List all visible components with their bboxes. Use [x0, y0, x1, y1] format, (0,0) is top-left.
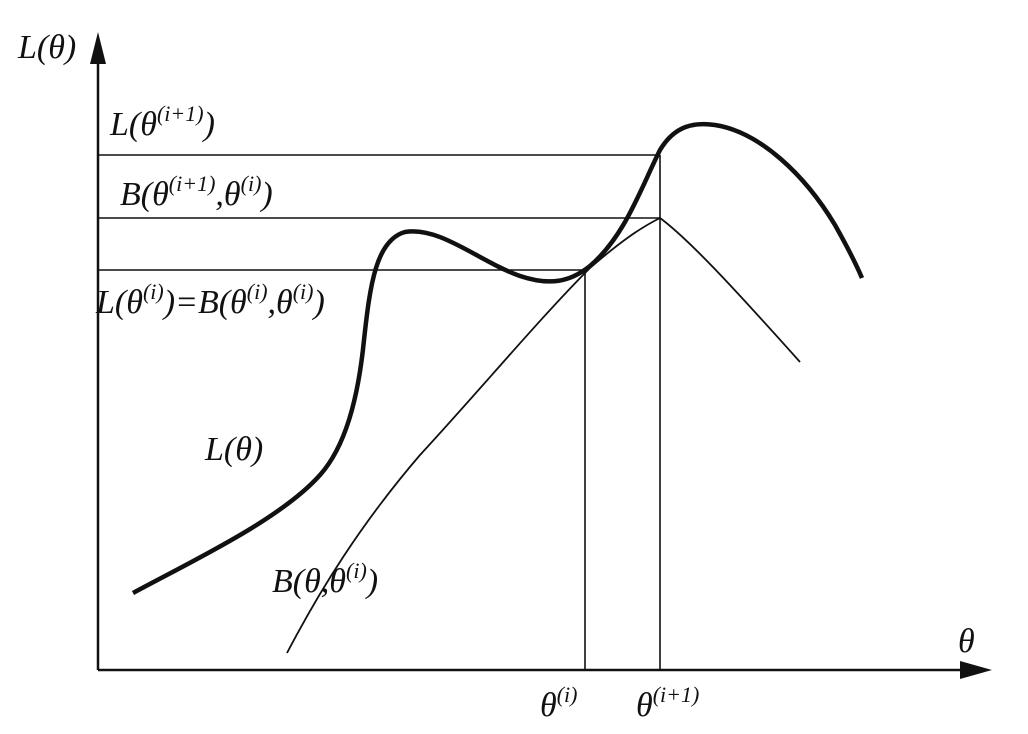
label-superscript: (i)	[247, 279, 268, 304]
label-text: θ	[958, 623, 975, 660]
label-text: )	[202, 106, 215, 143]
label-superscript: (i)	[293, 279, 314, 304]
label-superscript: (i+1)	[157, 101, 204, 126]
label-text: B(θ	[120, 176, 169, 213]
label-l-next: L(θ(i+1))	[109, 101, 215, 143]
label-superscript: (i)	[557, 682, 578, 707]
label-text: )	[312, 284, 325, 321]
label-text: ,θ	[268, 284, 293, 321]
label-b-next: B(θ(i+1),θ(i))	[120, 171, 273, 213]
bound-curve	[286, 216, 801, 654]
label-l-equal-b: L(θ(i))=B(θ(i),θ(i))	[95, 279, 325, 321]
label-l-curve: L(θ)	[204, 431, 263, 468]
label-text: B(θ,θ	[272, 563, 346, 600]
label-text: L(θ)	[17, 29, 76, 66]
label-text: θ	[636, 687, 653, 724]
label-text: θ	[540, 687, 557, 724]
theta-i-label: θ(i)	[540, 682, 577, 724]
y-arrow	[90, 32, 106, 64]
likelihood-curve	[131, 121, 865, 595]
label-text: L(θ	[95, 284, 143, 321]
label-superscript: (i)	[346, 558, 367, 583]
label-b-curve: B(θ,θ(i))	[272, 558, 378, 600]
label-text: )=B(θ	[162, 284, 247, 321]
label-text: L(θ	[109, 106, 157, 143]
label-superscript: (i)	[143, 279, 164, 304]
label-text: )	[259, 176, 272, 213]
label-superscript: (i+1)	[169, 171, 216, 196]
y-axis-label: L(θ)	[17, 29, 76, 66]
theta-next-label: θ(i+1)	[636, 682, 699, 724]
label-superscript: (i)	[241, 171, 262, 196]
x-axis-label: θ	[958, 623, 975, 660]
label-text: )	[365, 563, 378, 600]
label-text: ,θ	[215, 176, 240, 213]
label-text: L(θ)	[204, 431, 263, 468]
x-arrow	[960, 661, 992, 679]
label-superscript: (i+1)	[653, 682, 700, 707]
